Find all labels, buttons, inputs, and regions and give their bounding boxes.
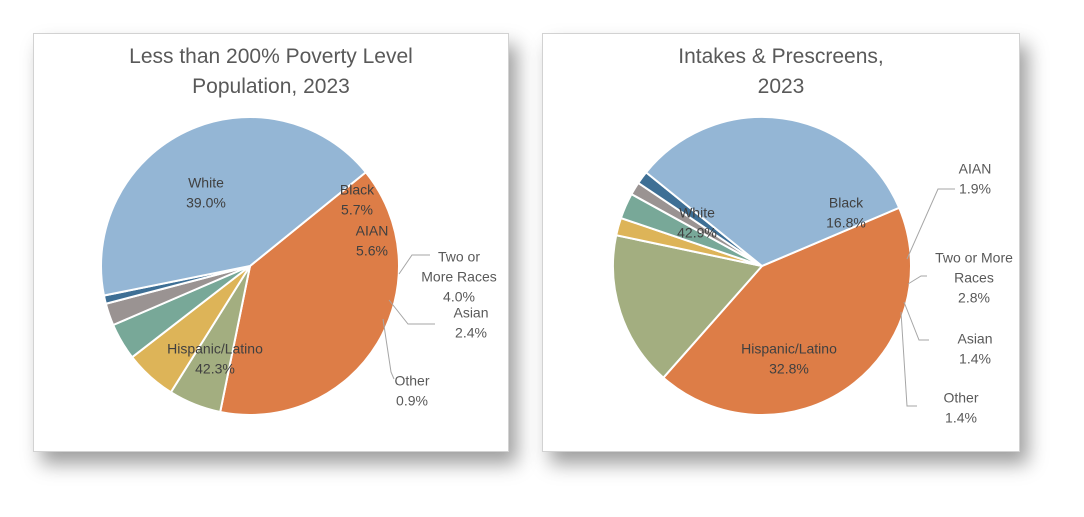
data-label-value-hispanic-latino: 32.8% bbox=[769, 361, 809, 377]
pie-slice-hispanic-latino bbox=[644, 116, 901, 268]
leader-line-aian bbox=[906, 188, 955, 260]
data-label-value-other: 1.4% bbox=[945, 410, 977, 426]
data-label-value-hispanic-latino: 42.3% bbox=[195, 361, 235, 377]
data-label-category-hispanic-latino: Hispanic/Latino bbox=[167, 341, 263, 357]
pie-slice-hispanic-latino bbox=[100, 116, 368, 297]
data-label-category-two-or-more-races: Two or More bbox=[935, 250, 1013, 266]
data-label-category-two-or-more-races: More Races bbox=[421, 269, 496, 285]
data-label-value-aian: 1.9% bbox=[959, 181, 991, 197]
data-label-value-two-or-more-races: 4.0% bbox=[443, 289, 475, 305]
leader-line-asian bbox=[903, 301, 929, 341]
chart-title: Less than 200% Poverty Level Population,… bbox=[129, 45, 413, 98]
chart-panel-poverty: Less than 200% Poverty Level Population,… bbox=[33, 33, 509, 452]
data-label-category-white: White bbox=[188, 175, 224, 191]
data-label-category-white: White bbox=[679, 205, 715, 221]
data-label-value-aian: 5.6% bbox=[356, 243, 388, 259]
leader-line-other bbox=[382, 318, 395, 380]
data-label-category-two-or-more-races: Races bbox=[954, 270, 994, 286]
leader-line-asian bbox=[388, 299, 435, 325]
data-label-category-black: Black bbox=[340, 182, 375, 198]
data-label-value-other: 0.9% bbox=[396, 393, 428, 409]
data-label-value-black: 5.7% bbox=[341, 202, 373, 218]
chart-panel-intakes: Intakes & Prescreens, 2023 White 42.9% Bla… bbox=[542, 33, 1020, 452]
chart-title: Intakes & Prescreens, 2023 bbox=[678, 45, 884, 98]
data-label-category-asian: Asian bbox=[453, 305, 488, 321]
data-label-value-asian: 2.4% bbox=[455, 325, 487, 341]
data-label-category-black: Black bbox=[829, 195, 864, 211]
data-label-value-two-or-more-races: 2.8% bbox=[958, 290, 990, 306]
data-label-category-aian: AIAN bbox=[959, 161, 992, 177]
pie-chart-poverty: White 39.0% Black 5.7% AIAN 5.6% Two or More Ra… bbox=[100, 116, 497, 417]
pie-slice-white bbox=[219, 170, 400, 417]
data-label-category-other: Other bbox=[394, 373, 429, 389]
leader-line-two-or-more-races bbox=[398, 254, 430, 275]
pie-slice-white bbox=[661, 206, 913, 416]
data-label-value-white: 42.9% bbox=[677, 225, 717, 241]
leader-line-other bbox=[900, 311, 917, 407]
data-label-category-asian: Asian bbox=[957, 331, 992, 347]
leader-line-two-or-more-races bbox=[907, 275, 927, 285]
data-label-value-white: 39.0% bbox=[186, 195, 226, 211]
data-label-category-other: Other bbox=[943, 390, 978, 406]
data-label-category-two-or-more-races: Two or bbox=[438, 249, 480, 265]
data-label-value-asian: 1.4% bbox=[959, 351, 991, 367]
data-label-category-hispanic-latino: Hispanic/Latino bbox=[741, 341, 837, 357]
data-label-category-aian: AIAN bbox=[356, 223, 389, 239]
data-label-value-black: 16.8% bbox=[826, 215, 866, 231]
pie-chart-intakes: White 42.9% Black 16.8% AIAN 1.9% Two or More R… bbox=[612, 116, 1013, 426]
pie-slice-black bbox=[612, 234, 764, 380]
